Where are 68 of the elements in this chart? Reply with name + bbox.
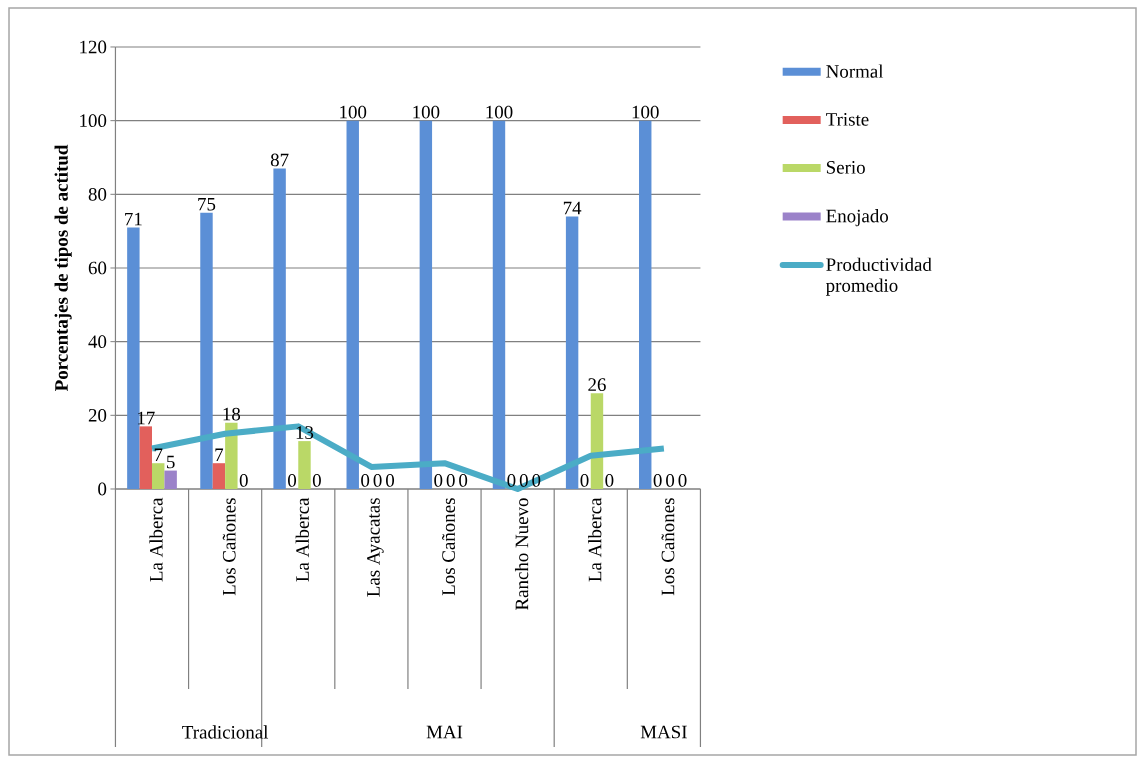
data-label: 71 xyxy=(125,212,142,226)
text: MASI xyxy=(640,725,687,739)
data-label: 18 xyxy=(223,407,241,421)
data-label: 0 xyxy=(653,474,662,487)
data-label: 13 xyxy=(296,426,314,439)
data-label: 0 xyxy=(666,474,675,487)
data-label: 7 xyxy=(215,448,224,461)
text: Tradicional xyxy=(182,725,269,739)
bar xyxy=(273,168,286,489)
x-tick-label: La Alberca xyxy=(149,497,163,582)
data-label: 0 xyxy=(459,474,468,487)
data-label: 0 xyxy=(519,474,528,487)
bar xyxy=(590,393,604,489)
legend-label: Enojado xyxy=(826,209,889,227)
x-tick-label: Los Cañones xyxy=(222,498,236,596)
y-tick-label: 40 xyxy=(88,335,107,349)
data-label: 75 xyxy=(198,197,216,211)
data-label: 0 xyxy=(386,474,395,487)
data-label: 74 xyxy=(563,201,582,215)
x-tick-label: Los Cañones xyxy=(442,498,455,596)
y-tick-label: 60 xyxy=(88,261,107,275)
data-label: 0 xyxy=(288,474,297,487)
data-label: 0 xyxy=(580,474,589,487)
bar xyxy=(200,212,213,489)
y-tick-label: 0 xyxy=(98,482,107,496)
data-label: 100 xyxy=(486,105,513,119)
data-label: 87 xyxy=(270,153,289,167)
y-axis-title: Porcentajes de tipos de actitud xyxy=(54,144,72,392)
data-label: 0 xyxy=(361,474,370,487)
bar xyxy=(346,120,359,489)
x-tick-label: Rancho Nuevo xyxy=(514,498,529,610)
legend-label: Serio xyxy=(826,161,865,174)
bar xyxy=(565,216,579,489)
data-label: 0 xyxy=(446,474,455,487)
data-label: 26 xyxy=(588,378,606,392)
y-tick-label: 100 xyxy=(80,114,107,128)
data-label: 100 xyxy=(632,105,659,119)
data-label: 100 xyxy=(413,105,440,119)
x-tick-label: La Alberca xyxy=(588,497,602,582)
data-label: 0 xyxy=(434,474,443,487)
data-label: 0 xyxy=(373,474,382,487)
bar xyxy=(639,120,652,489)
y-tick-label: 20 xyxy=(88,408,107,422)
bar xyxy=(127,227,140,489)
bar xyxy=(298,441,311,489)
bar xyxy=(492,120,506,489)
data-label: 7 xyxy=(154,448,163,461)
data-label: 5 xyxy=(167,455,175,469)
data-label: 0 xyxy=(312,474,321,487)
bar xyxy=(164,470,177,489)
data-label: 0 xyxy=(678,474,687,487)
x-tick-label: La Alberca xyxy=(295,497,309,582)
data-label: 0 xyxy=(507,474,516,487)
bar xyxy=(212,463,226,489)
text: MAI xyxy=(426,725,463,739)
data-label: 0 xyxy=(605,474,614,487)
y-tick-label: 80 xyxy=(88,187,107,201)
data-label: 100 xyxy=(340,105,367,119)
x-tick-label: Las Ayacatas xyxy=(367,498,384,597)
legend-label: Triste xyxy=(826,113,869,126)
bar xyxy=(139,426,153,489)
legend-label: Productividad promedio xyxy=(825,257,932,296)
y-tick-label: 120 xyxy=(80,40,107,54)
x-tick-label: Los Cañones xyxy=(661,498,675,596)
data-label: 0 xyxy=(239,474,248,487)
bar xyxy=(419,120,433,489)
bar xyxy=(152,463,165,489)
legend-label: Normal xyxy=(826,64,884,78)
